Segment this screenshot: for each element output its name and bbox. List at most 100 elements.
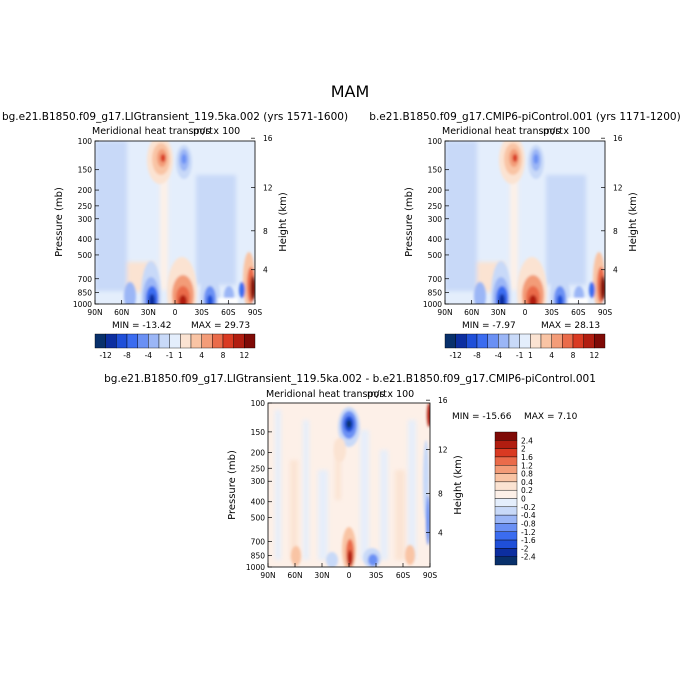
ytick-label: 1000: [246, 563, 265, 572]
panel-2-field: [445, 141, 605, 304]
xtick-label: 90S: [598, 308, 613, 317]
ytick-label: 200: [78, 186, 93, 195]
colorbar-label: -8: [473, 351, 481, 360]
colorbar-label: -12: [450, 351, 462, 360]
xtick-label: 0: [173, 308, 178, 317]
colorbar-swatch: [540, 333, 552, 349]
colorbar-swatch: [190, 333, 202, 349]
xtick-label: 90N: [437, 308, 452, 317]
y2tick-label: 12: [263, 183, 273, 192]
xtick-label: 90S: [248, 308, 263, 317]
y2tick-label: 16: [263, 134, 273, 143]
colorbar-swatch: [105, 333, 117, 349]
ytick-label: 500: [251, 514, 266, 523]
colorbar-swatch: [233, 333, 245, 349]
xtick-label: 0: [347, 571, 352, 580]
panel-2: b.e21.B1850.f09_g17.CMIP6-piControl.001 …: [369, 111, 680, 360]
colorbar-label: 0.2: [521, 486, 533, 495]
panel-1-subtitle: Meridional heat transport: [92, 126, 213, 137]
colorbar-label: -2: [521, 544, 529, 553]
panel-1-colorbar: -12 -8 -4 -1 1 4 8 12: [94, 333, 256, 360]
panel-3-y2label: Height (km): [453, 455, 464, 515]
panel-3-subtitle: Meridional heat transport: [266, 389, 387, 400]
colorbar-label: -8: [123, 351, 131, 360]
ytick-label: 400: [428, 235, 443, 244]
colorbar-swatch: [494, 539, 518, 549]
ytick-label: 400: [251, 498, 266, 507]
colorbar-swatch: [494, 440, 518, 449]
colorbar-label: 12: [240, 351, 250, 360]
colorbar-label: -1.2: [521, 528, 536, 537]
colorbar-label: -0.2: [521, 503, 536, 512]
colorbar-swatch: [476, 333, 488, 349]
panel-2-ylabel: Pressure (mb): [404, 187, 415, 257]
ytick-label: 200: [428, 186, 443, 195]
colorbar-label: -0.4: [521, 511, 536, 520]
colorbar-label: 1.2: [521, 461, 533, 470]
colorbar-label: 0: [521, 495, 526, 504]
panel-3-colorbar: 2.421.61.20.80.40.20-0.2-0.4-0.8-1.2-1.6…: [494, 431, 536, 566]
panel-1-ylabel: Pressure (mb): [54, 187, 65, 257]
colorbar-swatch: [494, 498, 518, 508]
colorbar-swatch: [212, 333, 224, 349]
colorbar-swatch: [508, 333, 520, 349]
colorbar-swatch: [444, 333, 456, 349]
panel-3-ylabel: Pressure (mb): [227, 450, 238, 520]
colorbar-label: -2.4: [521, 553, 536, 562]
colorbar-label: 4: [549, 351, 554, 360]
panel-3-case-title: bg.e21.B1850.f09_g17.LIGtransient_119.5k…: [104, 373, 596, 385]
ytick-label: 850: [428, 288, 443, 297]
panel-1-field: [95, 141, 255, 304]
ytick-label: 200: [251, 448, 266, 457]
colorbar-label: -12: [100, 351, 112, 360]
colorbar-swatch: [562, 333, 574, 349]
y2tick-label: 4: [613, 266, 618, 275]
xtick-label: 30S: [369, 571, 384, 580]
y2tick-label: 16: [438, 396, 448, 405]
ytick-label: 150: [78, 166, 93, 175]
ytick-label: 100: [251, 399, 266, 408]
y2tick-label: 8: [263, 227, 268, 236]
colorbar-swatch: [201, 333, 213, 349]
colorbar-swatch: [494, 431, 518, 441]
panel-1-min-label: MIN = -13.42: [112, 321, 171, 331]
panel-1-y2label: Height (km): [278, 192, 289, 252]
y2tick-label: 12: [438, 446, 448, 455]
colorbar-label: 2.4: [521, 436, 533, 445]
panel-3-min-label: MIN = -15.66: [452, 412, 512, 422]
ytick-label: 850: [78, 288, 93, 297]
ytick-label: 1000: [73, 300, 92, 309]
ytick-label: 100: [428, 137, 443, 146]
colorbar-swatch: [494, 448, 518, 458]
ytick-label: 700: [78, 275, 93, 284]
y2tick-label: 4: [438, 528, 443, 537]
ytick-label: 400: [78, 235, 93, 244]
colorbar-label: 2: [521, 445, 526, 454]
panel-3: bg.e21.B1850.f09_g17.LIGtransient_119.5k…: [104, 373, 596, 580]
colorbar-swatch: [530, 333, 542, 349]
colorbar-swatch: [519, 333, 531, 349]
colorbar-swatch: [94, 333, 106, 349]
colorbar-swatch: [494, 506, 518, 516]
ytick-label: 250: [78, 202, 93, 211]
panel-2-units: m/s x 100: [543, 126, 590, 137]
colorbar-swatch: [494, 531, 518, 541]
colorbar-label: 0.8: [521, 470, 533, 479]
xtick-label: 30S: [545, 308, 560, 317]
panel-1-case-title: bg.e21.B1850.f09_g17.LIGtransient_119.5k…: [2, 111, 348, 123]
colorbar-swatch: [494, 456, 518, 466]
xtick-label: 90S: [423, 571, 438, 580]
colorbar-swatch: [494, 548, 518, 557]
colorbar-swatch: [169, 333, 181, 349]
colorbar-swatch: [494, 523, 518, 532]
colorbar-label: 8: [221, 351, 226, 360]
panel-2-y2label: Height (km): [628, 192, 639, 252]
ytick-label: 100: [78, 137, 93, 146]
y2tick-label: 12: [613, 183, 623, 192]
panel-1-max-label: MAX = 29.73: [191, 321, 250, 331]
panel-2-min-label: MIN = -7.97: [462, 321, 516, 331]
ytick-label: 150: [428, 166, 443, 175]
xtick-label: 90N: [87, 308, 102, 317]
ytick-label: 850: [251, 551, 266, 560]
